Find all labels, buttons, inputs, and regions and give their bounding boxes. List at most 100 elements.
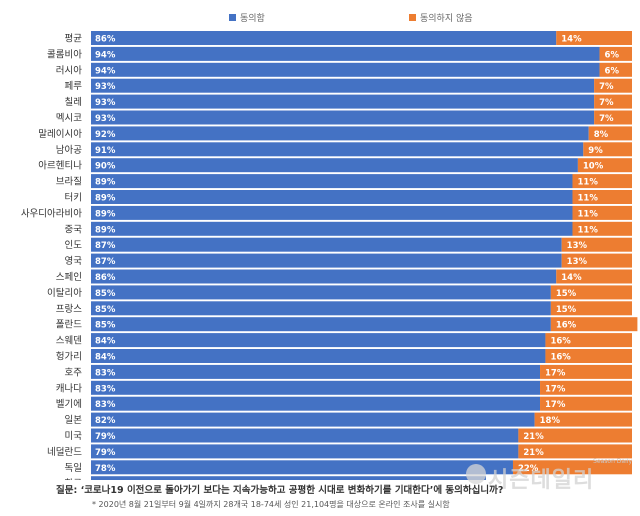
category-label-row-18: 폴란드 xyxy=(56,319,82,331)
value-label-agree-row-1: 94% xyxy=(95,50,116,60)
bar-disagree-row-22 xyxy=(540,380,632,395)
value-label-disagree-row-13: 13% xyxy=(567,241,588,251)
value-label-disagree-row-2: 6% xyxy=(605,66,620,76)
category-label-row-12: 중국 xyxy=(65,224,83,235)
bar-disagree-row-11 xyxy=(572,205,632,220)
bar-agree-row-7 xyxy=(91,142,584,157)
legend-label-disagree: 동의하지 않음 xyxy=(420,14,473,24)
value-label-disagree-row-1: 6% xyxy=(605,50,620,60)
bar-disagree-row-7 xyxy=(583,142,632,157)
value-label-disagree-row-22: 17% xyxy=(545,384,566,394)
value-label-agree-row-15: 86% xyxy=(95,273,116,283)
value-label-disagree-row-3: 7% xyxy=(599,82,614,92)
value-label-agree-row-11: 89% xyxy=(95,209,116,219)
category-label-row-4: 칠레 xyxy=(65,97,82,108)
value-label-agree-row-6: 92% xyxy=(95,130,116,140)
bar-agree-row-22 xyxy=(91,380,541,395)
legend-item-agree: 동의함 xyxy=(229,11,265,24)
bar-agree-row-26 xyxy=(91,444,519,459)
bar-disagree-row-17 xyxy=(550,301,632,316)
value-label-disagree-row-27: 22% xyxy=(518,464,539,474)
value-label-disagree-row-0: 14% xyxy=(561,35,582,45)
category-label-row-5: 멕시코 xyxy=(56,113,82,124)
bar-disagree-row-5 xyxy=(594,110,632,125)
bar-disagree-row-21 xyxy=(540,364,632,379)
bar-disagree-row-20 xyxy=(545,349,632,363)
bar-agree-row-16 xyxy=(91,285,551,300)
value-label-agree-row-7: 91% xyxy=(95,146,116,156)
value-label-disagree-row-25: 21% xyxy=(523,432,544,442)
bar-agree-row-12 xyxy=(91,221,573,236)
category-label-row-14: 영국 xyxy=(65,256,83,267)
category-label-row-22: 캐나다 xyxy=(56,383,82,394)
value-label-agree-row-13: 87% xyxy=(95,241,116,251)
category-label-row-21: 호주 xyxy=(65,367,83,378)
bar-agree-row-9 xyxy=(91,174,573,189)
bar-agree-row-20 xyxy=(91,349,546,363)
value-label-agree-row-21: 83% xyxy=(95,368,116,378)
bar-disagree-row-3 xyxy=(594,78,632,93)
value-label-disagree-row-9: 11% xyxy=(577,178,598,188)
category-label-row-20: 헝가리 xyxy=(56,352,82,363)
category-label-row-2: 러시아 xyxy=(56,65,82,76)
value-label-disagree-row-5: 7% xyxy=(599,114,614,124)
bar-disagree-row-8 xyxy=(577,158,632,173)
bar-agree-row-3 xyxy=(91,78,595,93)
bar-agree-row-0 xyxy=(91,31,557,45)
value-label-agree-row-26: 79% xyxy=(95,448,116,458)
bar-disagree-row-10 xyxy=(572,190,632,204)
category-label-row-19: 스웨덴 xyxy=(56,335,82,347)
value-label-agree-row-20: 84% xyxy=(95,353,116,363)
category-label-row-11: 사우디아라비아 xyxy=(21,208,82,219)
category-label-row-6: 말레이시아 xyxy=(38,128,82,140)
value-label-disagree-row-11: 11% xyxy=(577,209,598,219)
value-label-agree-row-0: 86% xyxy=(95,35,116,45)
value-label-agree-row-4: 93% xyxy=(95,98,116,108)
bar-disagree-row-9 xyxy=(572,174,632,189)
stacked-bar-chart: 평균 86% 14% 콜롬비아 94% 6% 러시아 94% 6% 페루 93% 7% 칠레 93% 7% 멕… xyxy=(21,31,638,480)
bar-agree-row-15 xyxy=(91,269,557,284)
category-label-row-15: 스페인 xyxy=(56,272,82,283)
watermark-subtext: Season Daily xyxy=(593,458,632,465)
bar-disagree-row-13 xyxy=(561,237,632,252)
bar-disagree-row-4 xyxy=(594,94,632,109)
bar-agree-row-5 xyxy=(91,110,595,125)
value-label-agree-row-14: 87% xyxy=(95,257,116,267)
value-label-agree-row-5: 93% xyxy=(95,114,116,124)
bar-disagree-row-18 xyxy=(550,317,638,332)
value-label-agree-row-16: 85% xyxy=(95,289,116,299)
legend: 동의함 동의하지 않음 xyxy=(0,8,640,28)
category-label-row-7: 남아공 xyxy=(56,145,82,156)
value-label-agree-row-23: 83% xyxy=(95,400,116,410)
category-label-row-23: 벨기에 xyxy=(56,399,82,410)
legend-item-disagree: 동의하지 않음 xyxy=(409,11,473,24)
category-label-row-25: 미국 xyxy=(65,431,83,442)
bar-agree-row-10 xyxy=(91,190,573,204)
bar-disagree-row-27 xyxy=(512,460,632,475)
value-label-disagree-row-20: 16% xyxy=(550,353,571,363)
value-label-agree-row-24: 82% xyxy=(95,416,116,426)
category-label-row-17: 프랑스 xyxy=(56,303,82,315)
value-label-disagree-row-10: 11% xyxy=(577,194,598,204)
value-label-disagree-row-4: 7% xyxy=(599,98,614,108)
category-label-row-9: 브라질 xyxy=(56,176,82,188)
legend-label-agree: 동의함 xyxy=(240,14,265,24)
bar-disagree-row-25 xyxy=(518,428,632,443)
value-label-agree-row-2: 94% xyxy=(95,66,116,76)
category-label-row-0: 평균 xyxy=(65,34,83,45)
bar-disagree-row-14 xyxy=(561,253,632,268)
value-label-agree-row-19: 84% xyxy=(95,337,116,347)
bar-agree-row-27 xyxy=(91,460,513,475)
value-label-agree-row-25: 79% xyxy=(95,432,116,442)
category-label-row-16: 이탈리아 xyxy=(47,287,82,299)
bar-agree-row-1 xyxy=(91,46,600,61)
bar-agree-row-13 xyxy=(91,237,562,252)
bar-agree-row-2 xyxy=(91,62,600,77)
value-label-agree-row-22: 83% xyxy=(95,384,116,394)
value-label-agree-row-17: 85% xyxy=(95,305,116,315)
bar-disagree-row-15 xyxy=(556,269,632,284)
bar-agree-row-28 xyxy=(91,476,486,480)
bar-agree-row-17 xyxy=(91,301,551,316)
bar-agree-row-19 xyxy=(91,333,546,348)
value-label-disagree-row-14: 13% xyxy=(567,257,588,267)
